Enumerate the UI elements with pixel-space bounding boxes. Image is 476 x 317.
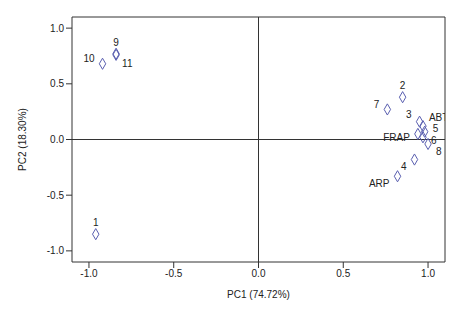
svg-text:10: 10 (83, 53, 95, 64)
svg-text:0.5: 0.5 (336, 268, 350, 279)
svg-text:0.5: 0.5 (50, 78, 64, 89)
svg-text:8: 8 (436, 146, 442, 157)
svg-text:9: 9 (113, 37, 119, 48)
svg-text:-0.5: -0.5 (165, 268, 183, 279)
svg-text:-1.0: -1.0 (80, 268, 98, 279)
svg-text:11: 11 (122, 58, 133, 69)
svg-text:-0.5: -0.5 (47, 190, 65, 201)
svg-text:1: 1 (93, 217, 99, 228)
svg-text:ARP: ARP (369, 178, 390, 189)
svg-text:1.0: 1.0 (50, 23, 64, 34)
svg-text:PC1 (74.72%): PC1 (74.72%) (227, 289, 290, 300)
svg-text:PC2 (18.30%): PC2 (18.30%) (17, 108, 28, 171)
svg-text:FRAP: FRAP (383, 132, 410, 143)
svg-text:-1.0: -1.0 (47, 245, 65, 256)
svg-text:7: 7 (374, 99, 380, 110)
svg-text:0.0: 0.0 (252, 268, 266, 279)
svg-text:3: 3 (406, 109, 412, 120)
svg-text:1.0: 1.0 (421, 268, 435, 279)
svg-text:ABTS: ABTS (429, 112, 445, 123)
svg-text:5: 5 (433, 123, 439, 134)
svg-text:6: 6 (431, 135, 437, 146)
svg-text:4: 4 (401, 161, 407, 172)
svg-text:0.0: 0.0 (50, 134, 64, 145)
svg-text:2: 2 (400, 80, 406, 91)
